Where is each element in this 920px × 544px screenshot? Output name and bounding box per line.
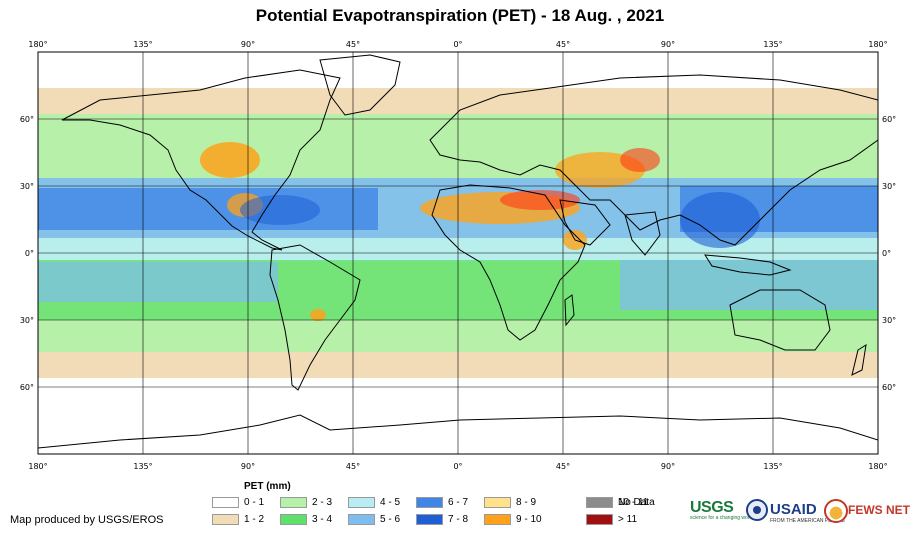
lat-labels-left: 60° 30° 0° 30° 60° [20,115,34,392]
axis-tick-label: 60° [882,383,896,392]
legend-label: 5 - 6 [380,514,401,525]
axis-tick-label: 0° [882,249,891,258]
axis-tick-label: 60° [20,115,34,124]
legend-swatch [484,514,511,525]
axis-tick-label: 30° [882,182,896,191]
axis-tick-label: 135° [133,40,152,49]
legend-item: 4 - 5 [348,497,400,509]
legend-swatch [348,514,375,525]
legend-label: 0 - 1 [244,497,265,508]
legend-label: 8 - 9 [516,497,537,508]
fews-net-logo: FEWS NET [848,503,910,517]
legend-item: 1 - 2 [212,514,264,526]
legend-swatch [416,497,443,508]
axis-tick-label: 180° [28,462,47,471]
legend-swatch [586,497,613,508]
legend-label: 2 - 3 [312,497,333,508]
legend-item: No Data [586,497,655,509]
usaid-logo: USAID FROM THE AMERICAN PEOPLE [770,501,845,524]
usaid-seal-icon [746,499,768,521]
credit-text: Map produced by USGS/EROS [10,514,164,526]
lon-labels-top: 180° 135° 90° 45° 0° 45° 90° 135° 180° [28,40,887,49]
axis-tick-label: 60° [882,115,896,124]
axis-tick-label: 45° [556,462,570,471]
axis-tick-label: 135° [763,40,782,49]
axis-tick-label: 45° [346,462,360,471]
legend-title: PET (mm) [244,481,291,492]
axis-tick-label: 30° [882,316,896,325]
axis-tick-label: 45° [346,40,360,49]
legend-item: 9 - 10 [484,514,542,526]
legend-label: 9 - 10 [516,514,542,525]
legend-swatch [484,497,511,508]
legend-swatch [348,497,375,508]
axis-tick-label: 90° [661,462,675,471]
axis-tick-label: 135° [763,462,782,471]
map-frame [37,51,879,455]
map-title: Potential Evapotranspiration (PET) - 18 … [255,6,665,25]
legend-swatch [280,497,307,508]
legend-swatch [586,514,613,525]
legend-item: 8 - 9 [484,497,536,509]
legend-swatch [212,514,239,525]
legend-swatch [416,514,443,525]
legend-swatch [280,514,307,525]
lon-labels-bottom: 180° 135° 90° 45° 0° 45° 90° 135° 180° [28,462,887,471]
axis-tick-label: 90° [241,462,255,471]
axis-tick-label: 180° [28,40,47,49]
legend-label: 7 - 8 [448,514,469,525]
legend-swatch [212,497,239,508]
legend-label: No Data [618,497,655,508]
legend-item: 3 - 4 [280,514,332,526]
usgs-logo: USGS science for a changing world [690,499,754,521]
legend-label: > 11 [618,514,637,525]
axis-tick-label: 45° [556,40,570,49]
lat-labels-right: 60° 30° 0° 30° 60° [882,115,896,392]
legend-label: 3 - 4 [312,514,333,525]
axis-tick-label: 180° [868,462,887,471]
coastlines [38,54,878,449]
axis-tick-label: 0° [453,40,462,49]
legend-item: 0 - 1 [212,497,264,509]
axis-tick-label: 0° [25,249,34,258]
axis-tick-label: 180° [868,40,887,49]
legend-item: 2 - 3 [280,497,332,509]
axis-tick-label: 60° [20,383,34,392]
legend-item: > 11 [586,514,637,526]
axis-tick-label: 135° [133,462,152,471]
legend-item: 5 - 6 [348,514,400,526]
agency-logos: USGS science for a changing world USAID … [690,497,915,531]
axis-tick-label: 90° [241,40,255,49]
axis-tick-label: 0° [453,462,462,471]
axis-tick-label: 30° [20,316,34,325]
legend-item: 6 - 7 [416,497,468,509]
legend-label: 4 - 5 [380,497,401,508]
legend-label: 6 - 7 [448,497,469,508]
legend-item: 7 - 8 [416,514,468,526]
legend: 0 - 1 1 - 2 2 - 3 3 - 4 4 - 5 5 - 6 6 - 7 7 - 8… [212,497,672,531]
axis-tick-label: 30° [20,182,34,191]
legend-label: 10 - 11 [618,497,649,508]
axis-tick-label: 90° [661,40,675,49]
legend-label: 1 - 2 [244,514,265,525]
fews-net-emblem-icon [824,499,848,523]
